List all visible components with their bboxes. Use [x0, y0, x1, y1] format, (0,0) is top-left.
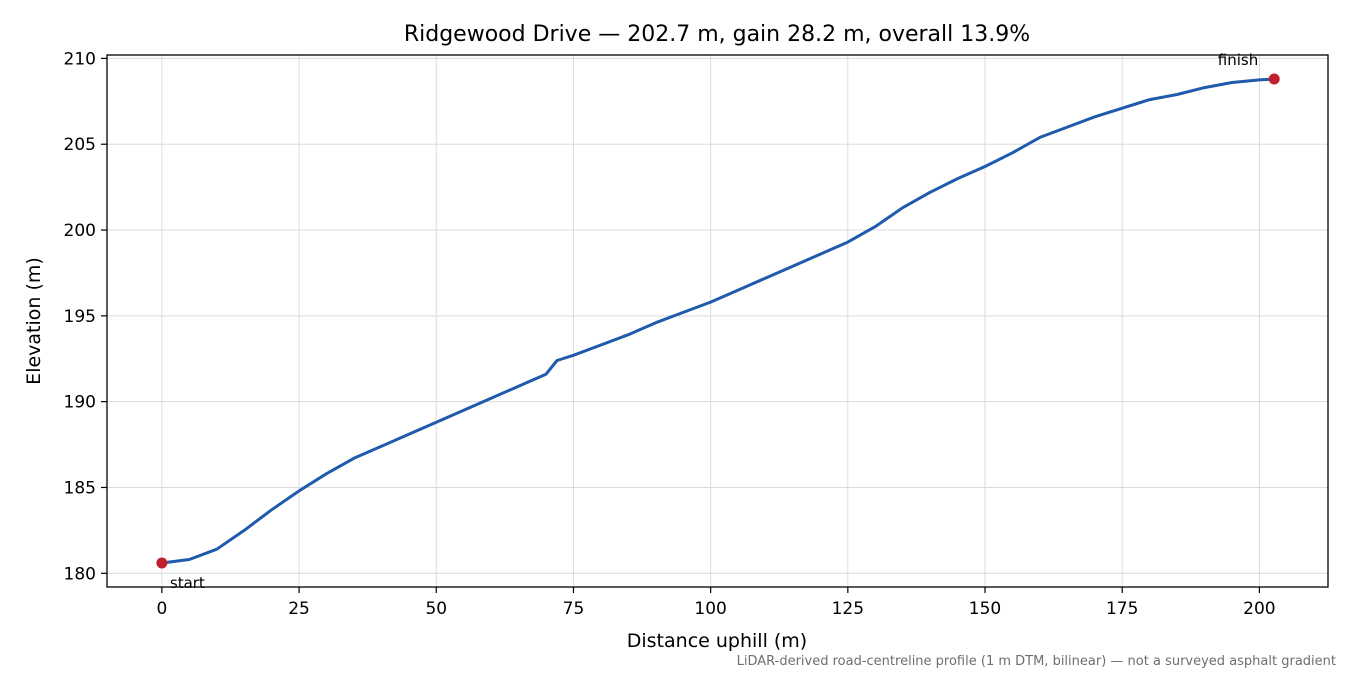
grid [107, 55, 1328, 587]
elevation-line [161, 77, 1275, 565]
y-axis-label: Elevation (m) [23, 257, 45, 385]
y-tick-label: 180 [64, 564, 96, 584]
start-marker [156, 557, 168, 569]
start-label: start [170, 574, 205, 592]
chart-title: Ridgewood Drive — 202.7 m, gain 28.2 m, … [404, 22, 1030, 47]
x-tick-label: 150 [969, 599, 1001, 619]
finish-marker [1268, 73, 1280, 85]
x-tick-label: 75 [563, 599, 585, 619]
y-tick-label: 190 [64, 393, 96, 413]
axis-ticks: 0 25 50 75 100 125 150 175 200 180 185 190 195 200 205… [64, 49, 1276, 619]
x-tick-label: 200 [1243, 599, 1275, 619]
endpoint-markers: start finish [156, 51, 1280, 592]
x-tick-label: 0 [156, 599, 167, 619]
y-tick-label: 195 [64, 307, 96, 327]
y-tick-label: 200 [64, 221, 96, 241]
x-tick-label: 25 [288, 599, 310, 619]
x-tick-label: 100 [694, 599, 726, 619]
x-tick-label: 50 [425, 599, 447, 619]
x-tick-label: 125 [832, 599, 864, 619]
x-axis-label: Distance uphill (m) [627, 630, 807, 652]
footnote: LiDAR-derived road-centreline profile (1… [737, 654, 1336, 669]
x-tick-label: 175 [1106, 599, 1138, 619]
y-tick-label: 205 [64, 135, 96, 155]
y-tick-label: 185 [64, 478, 96, 498]
finish-label: finish [1218, 51, 1258, 69]
plot-frame [106, 54, 1329, 588]
y-tick-label: 210 [64, 49, 96, 69]
